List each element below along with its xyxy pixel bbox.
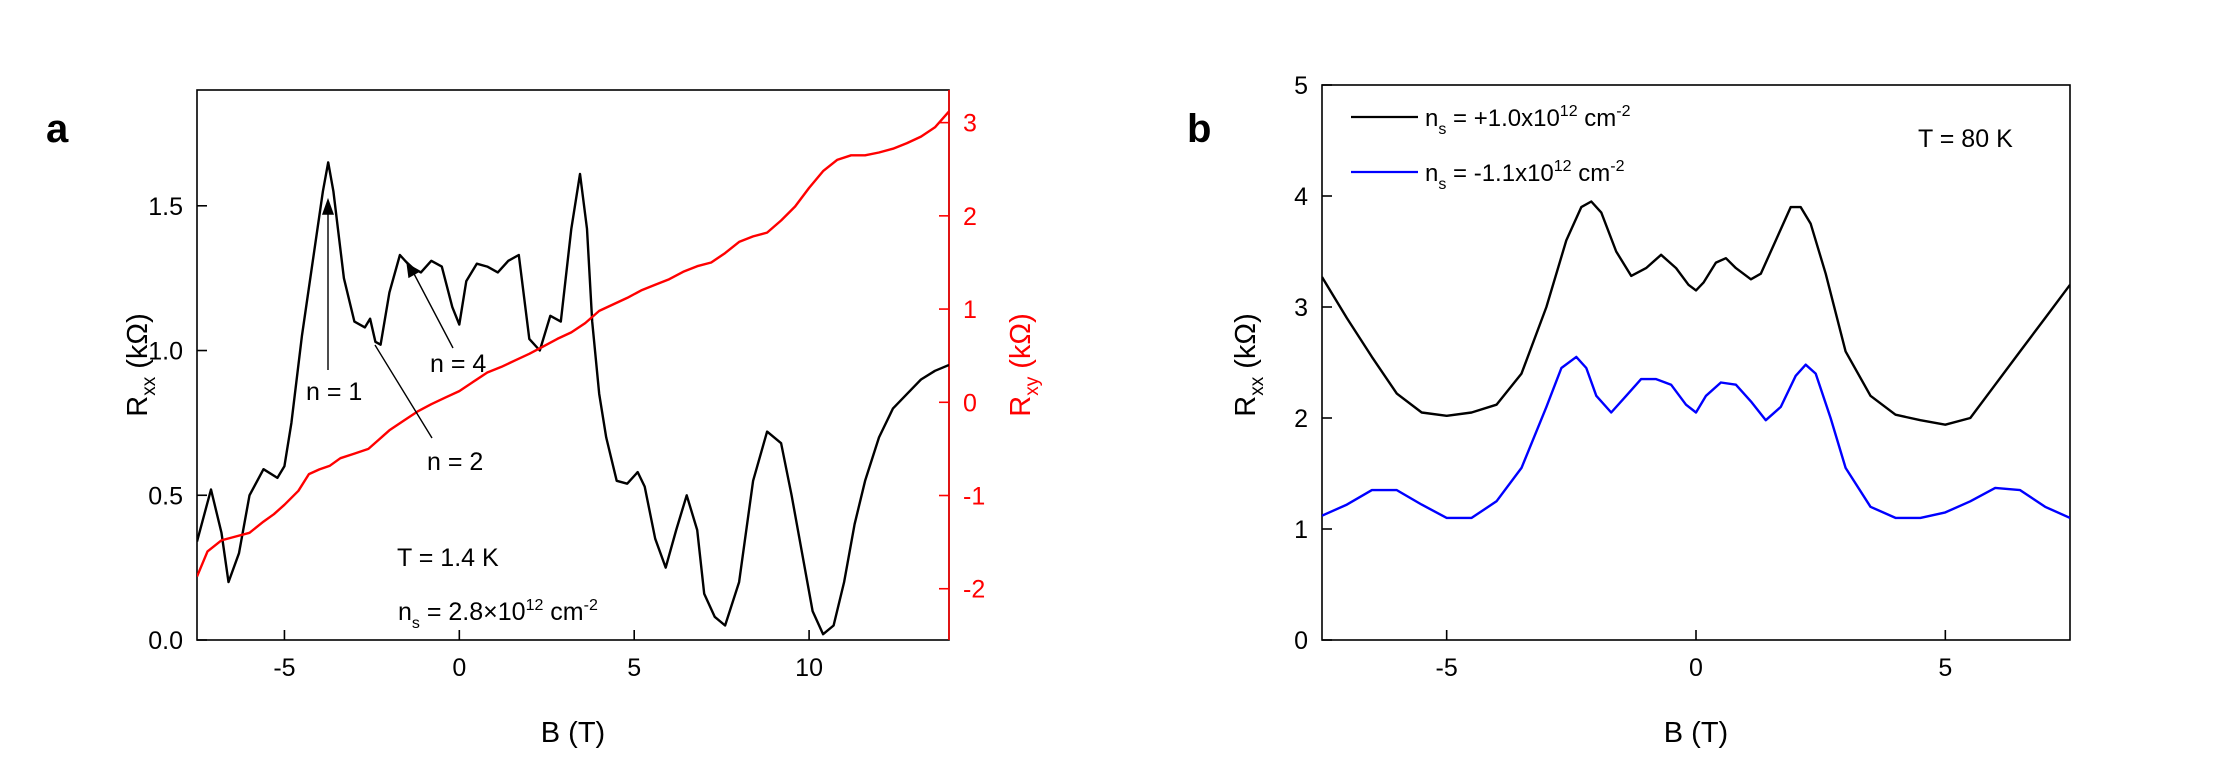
y-tick-label: 3	[1294, 294, 1308, 322]
panel-b-ylabel-unit: (kΩ)	[1230, 313, 1262, 377]
panel-a-y2label-main: R	[1005, 396, 1037, 417]
panel-a-series	[197, 110, 949, 636]
panel-b-y-ticks: 0 1 2 3 4 5	[1294, 72, 1332, 655]
x-tick-label: 0	[452, 654, 466, 682]
panel-b-letter: b	[1187, 107, 1211, 151]
x-tick-label: 0	[1689, 654, 1703, 682]
x-tick-label: -5	[1436, 654, 1458, 682]
panel-b-ylabel-sub: xx	[1247, 376, 1268, 396]
panel-a-plot-frame	[196, 89, 950, 641]
annotation-temperature-b: T = 80 K	[1918, 125, 2013, 153]
panel-a-y2label-unit: (kΩ)	[1005, 313, 1037, 377]
annotation-temperature-a: T = 1.4 K	[397, 544, 499, 572]
y2-tick-label: 0	[963, 389, 977, 417]
panel-b-x-ticks: -5 0 5	[1436, 630, 1952, 682]
y-tick-label: 1	[1294, 516, 1308, 544]
arrow-n2	[374, 344, 433, 439]
panel-a-y-axis-title: Rxx (kΩ)	[122, 313, 160, 417]
y2-tick-label: -2	[963, 576, 985, 604]
annotation-n4: n = 4	[430, 350, 486, 378]
x-tick-label: 5	[627, 654, 641, 682]
panel-b-y-axis-title: Rxx (kΩ)	[1230, 313, 1268, 417]
y-tick-label: 5	[1294, 72, 1308, 100]
y2-tick-label: -1	[963, 483, 985, 511]
y-tick-label: 1.0	[148, 338, 183, 366]
series-line-1	[1322, 355, 2070, 520]
y-tick-label: 0	[1294, 627, 1308, 655]
panel-a: a -5 0 5 10 0.0 0.5 1.0 1.5 -2 -1 0 1 2 3 B (T) Rxx…	[46, 89, 1043, 749]
y2-tick-label: 2	[963, 203, 977, 231]
panel-a-arrows	[322, 197, 454, 439]
y-tick-label: 2	[1294, 405, 1308, 433]
panel-a-x-axis-title: B (T)	[541, 717, 605, 749]
panel-a-letter: a	[46, 107, 69, 151]
arrow-n4-head	[406, 260, 420, 279]
y-tick-label: 4	[1294, 183, 1308, 211]
arrow-n4	[411, 269, 454, 349]
svg-text:Rxx (kΩ): Rxx (kΩ)	[1230, 313, 1268, 417]
panel-a-y2-axis-title: Rxy (kΩ)	[1005, 313, 1043, 417]
series-line-0	[1322, 200, 2070, 426]
y-tick-label: 0.0	[148, 627, 183, 655]
legend-label-blue: ns = -1.1x1012 cm-2	[1425, 158, 1625, 193]
annotation-n1: n = 1	[306, 378, 362, 406]
x-tick-label: 5	[1938, 654, 1952, 682]
panel-b-legend: ns = +1.0x1012 cm-2 ns = -1.1x1012 cm-2	[1351, 103, 1631, 193]
panel-a-ylabel-main: R	[122, 396, 154, 417]
panel-b-x-axis-title: B (T)	[1664, 717, 1728, 749]
panel-a-ylabel-unit: (kΩ)	[122, 313, 154, 377]
series-line-1	[197, 110, 949, 578]
panel-a-ylabel-sub: xx	[139, 376, 160, 396]
panel-a-x-ticks: -5 0 5 10	[273, 630, 823, 682]
panel-a-y2label-sub: xy	[1022, 376, 1043, 396]
series-line-0	[197, 161, 949, 636]
y-tick-label: 1.5	[148, 193, 183, 221]
panel-b: b -5 0 5 0 1 2 3 4 5 B (T) Rxx (kΩ) ns = +1.0x1…	[1187, 72, 2071, 749]
arrow-n1-head	[322, 197, 334, 215]
annotation-density-a: ns = 2.8×1012 cm-2	[398, 597, 598, 632]
panel-b-ylabel-main: R	[1230, 396, 1262, 417]
annotation-n2: n = 2	[427, 448, 483, 476]
y-tick-label: 0.5	[148, 482, 183, 510]
y2-tick-label: 1	[963, 296, 977, 324]
y2-tick-label: 3	[963, 110, 977, 138]
svg-text:Rxy (kΩ): Rxy (kΩ)	[1005, 313, 1043, 417]
x-tick-label: 10	[795, 654, 823, 682]
legend-label-black: ns = +1.0x1012 cm-2	[1425, 103, 1631, 138]
x-tick-label: -5	[273, 654, 295, 682]
panel-a-y-ticks: 0.0 0.5 1.0 1.5	[148, 193, 207, 655]
panel-b-series	[1322, 200, 2070, 520]
svg-text:Rxx (kΩ): Rxx (kΩ)	[122, 313, 160, 417]
